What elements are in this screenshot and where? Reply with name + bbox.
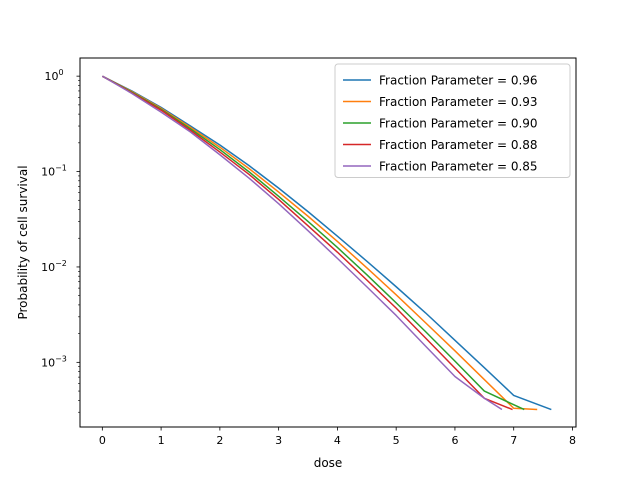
legend-entry-label: Fraction Parameter = 0.90 (379, 117, 538, 131)
x-tick-label: 8 (569, 434, 576, 447)
legend-entry-label: Fraction Parameter = 0.88 (379, 138, 538, 152)
legend-entry-label: Fraction Parameter = 0.85 (379, 160, 538, 174)
x-tick-label: 5 (393, 434, 400, 447)
y-tick-label: 10−2 (41, 259, 67, 274)
x-tick-label: 0 (99, 434, 106, 447)
y-axis-label: Probability of cell survival (16, 165, 30, 319)
x-tick-label: 1 (158, 434, 165, 447)
plot-area-frame (79, 57, 577, 428)
legend-box (334, 63, 571, 178)
legend-entry-label: Fraction Parameter = 0.93 (379, 95, 538, 109)
x-tick-label: 6 (451, 434, 458, 447)
legend: Fraction Parameter = 0.96 Fraction Parame… (334, 63, 571, 178)
x-axis-label: dose (314, 456, 343, 470)
series-line-3 (101, 75, 525, 411)
legend-entry-label: Fraction Parameter = 0.96 (379, 74, 538, 88)
series-line-4 (101, 75, 513, 411)
x-tick-label: 4 (334, 434, 341, 447)
y-tick-label: 10−1 (41, 164, 67, 179)
x-axis: 0 1 2 3 4 5 6 7 8 (99, 427, 576, 447)
y-tick-label: 10−3 (41, 354, 67, 369)
series-line-5 (101, 75, 503, 411)
x-tick-label: 3 (275, 434, 282, 447)
x-tick-label: 2 (216, 434, 223, 447)
series-line-2 (101, 75, 538, 411)
series-layer (101, 75, 552, 411)
x-tick-label: 7 (510, 434, 517, 447)
y-axis: 10−3 10−2 10−1 100 (41, 68, 80, 413)
series-line-1 (101, 75, 552, 411)
y-tick-label: 100 (44, 68, 63, 83)
